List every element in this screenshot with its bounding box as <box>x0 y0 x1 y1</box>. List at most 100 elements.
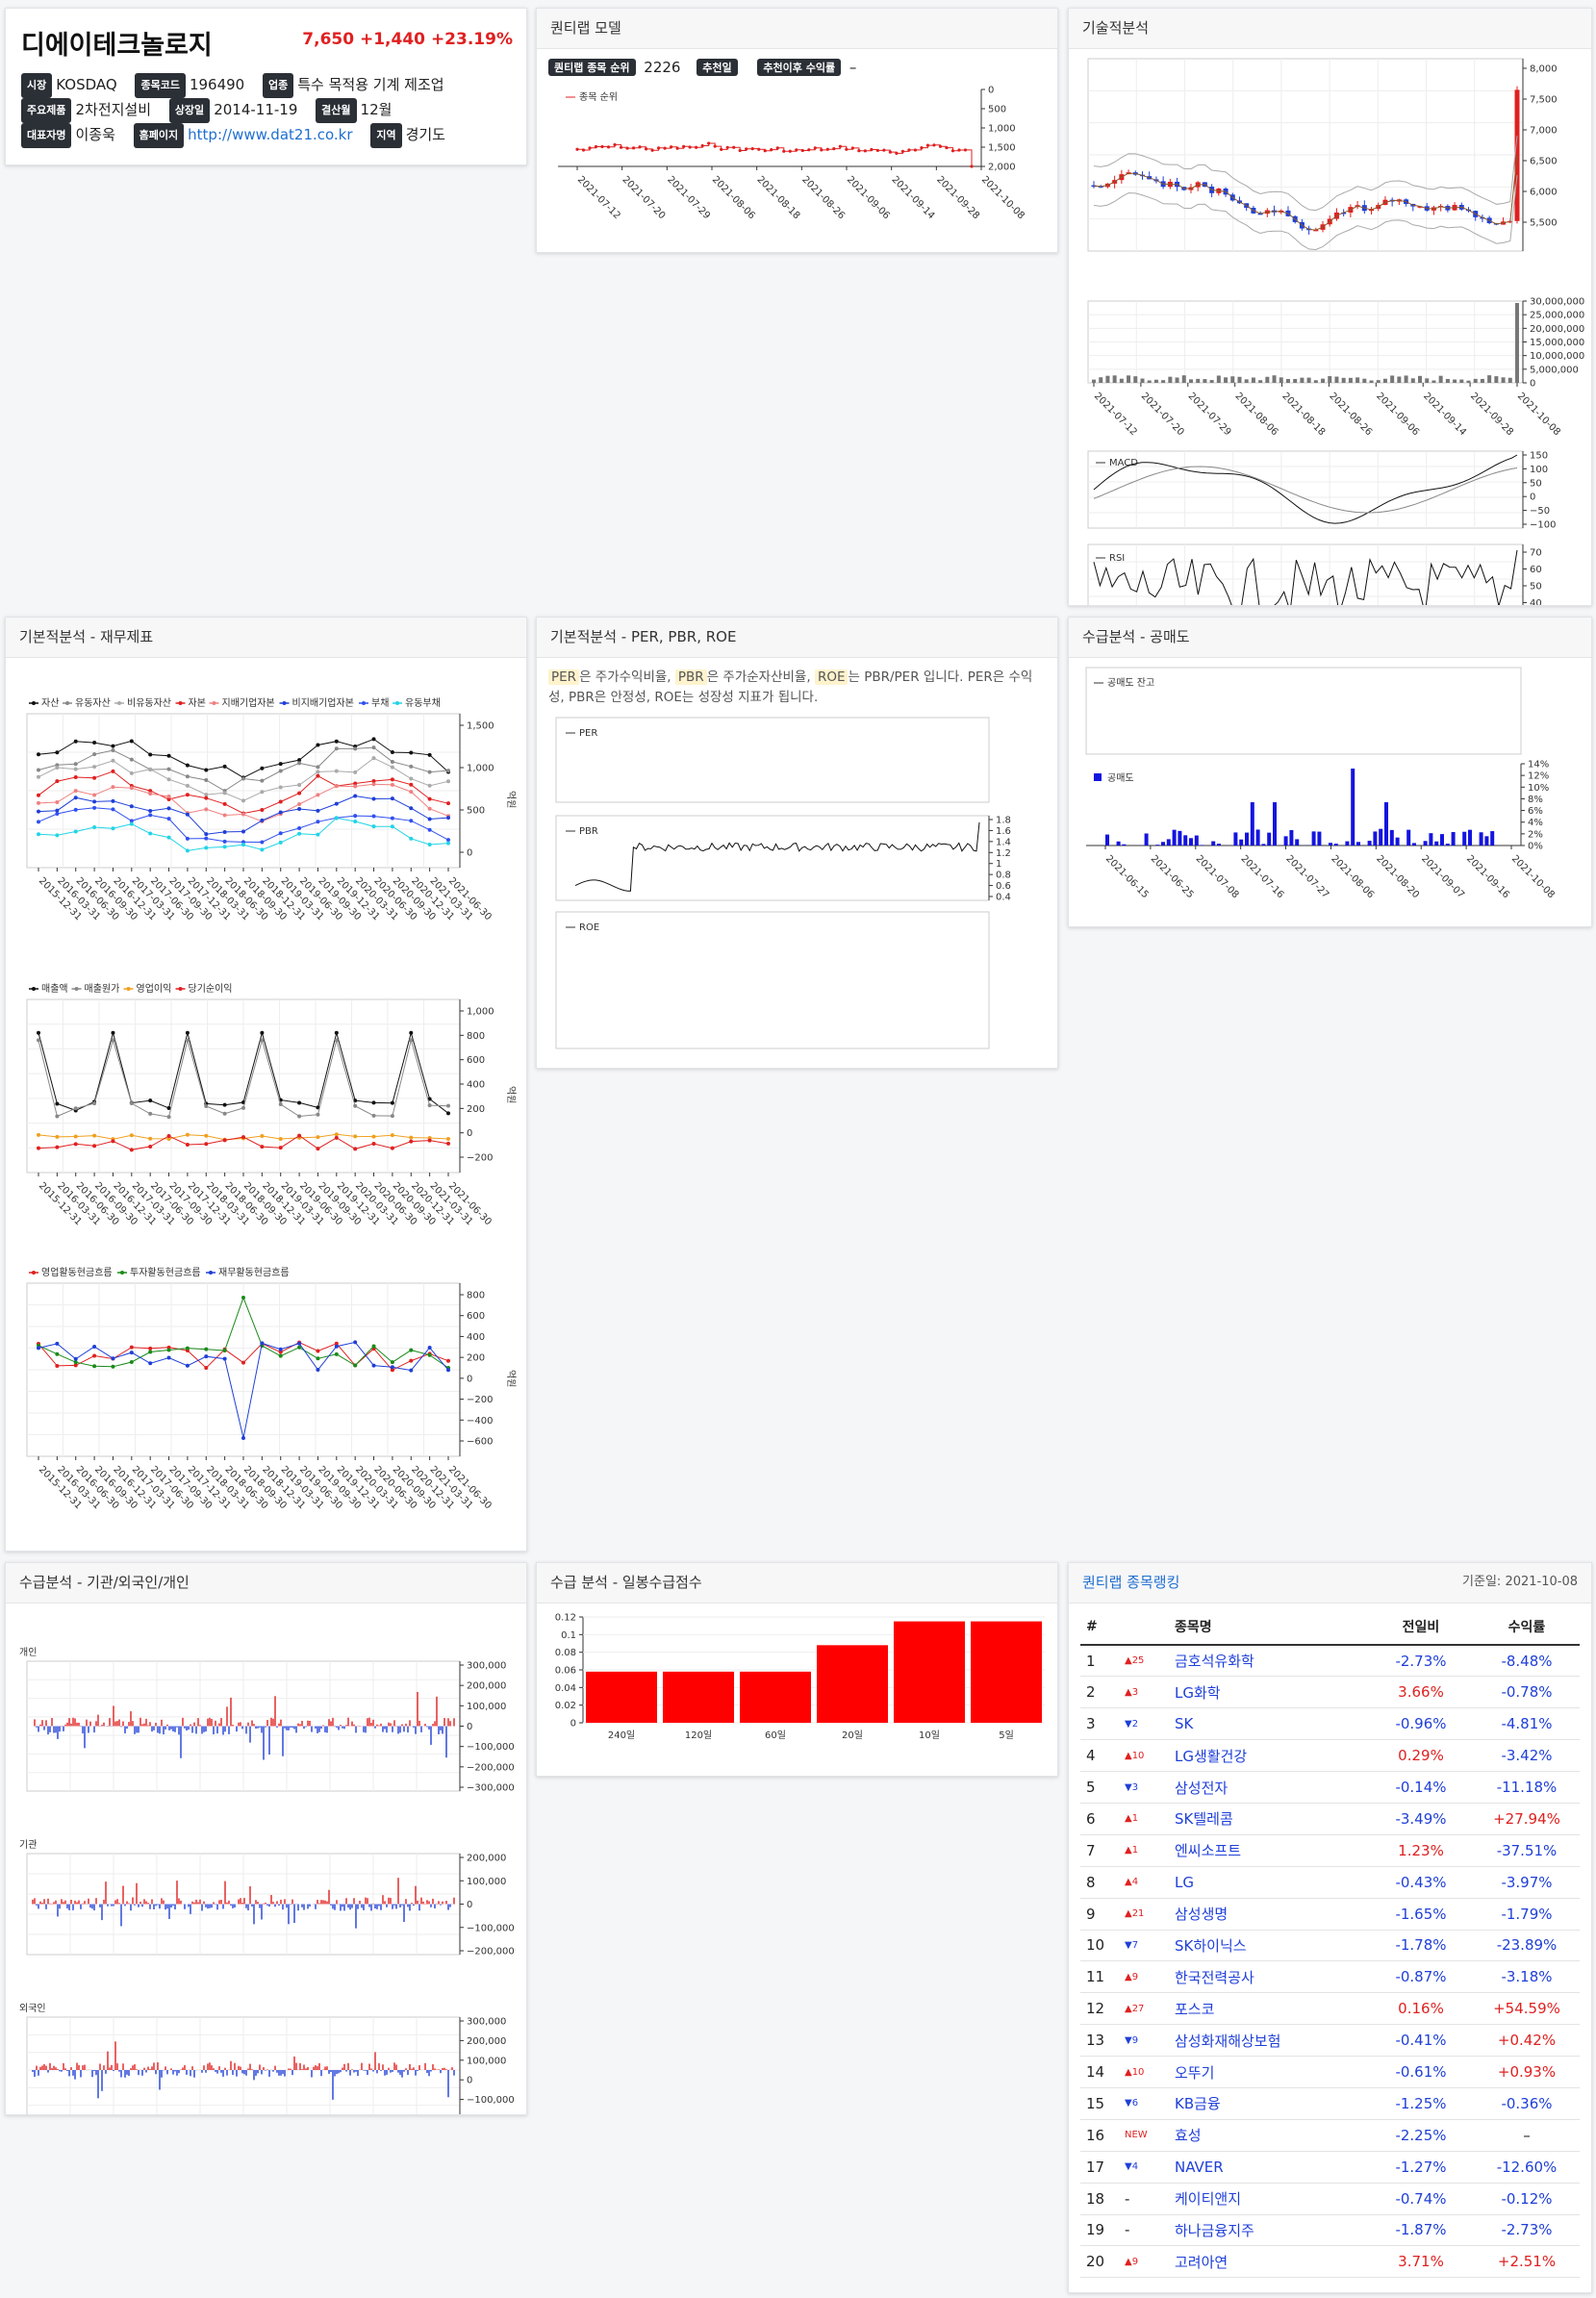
rank-point <box>770 148 773 152</box>
fin-point <box>37 1346 40 1351</box>
ranking-row[interactable]: 5 ▼3 삼성전자 -0.14% -11.18% <box>1080 1771 1580 1804</box>
fin-point <box>371 814 376 819</box>
ranking-row[interactable]: 11 ▲9 한국전력공사 -0.87% -3.18% <box>1080 1960 1580 1994</box>
x-tick-label: 2021-10-08 <box>1515 391 1562 438</box>
fin-point <box>166 796 171 801</box>
technical-card: 기술적분석 8,000 7,500 7,000 6,500 6,000 5,500 30,0… <box>1068 8 1592 606</box>
rank-number: 4 <box>1080 1739 1119 1773</box>
fin-point <box>111 785 115 790</box>
ranking-base-date: 기준일: 2021-10-08 <box>1462 1575 1578 1589</box>
rank-point <box>625 146 629 150</box>
fin-point <box>73 1360 78 1365</box>
ranking-row[interactable]: 9 ▲21 삼성생명 -1.65% -1.79% <box>1080 1898 1580 1931</box>
ranking-row[interactable]: 7 ▲1 엔씨소프트 1.23% -37.51% <box>1080 1834 1580 1867</box>
fin-point <box>185 783 190 788</box>
roe-desc: 는 PBR/PER 입니다. PER은 수익성, PBR은 안정성, ROE는 … <box>548 669 1033 705</box>
ranking-row[interactable]: 10 ▼7 SK하이닉스 -1.78% -23.89% <box>1080 1930 1580 1962</box>
short-bar <box>1217 844 1221 846</box>
short-bar <box>1283 836 1288 846</box>
stock-name-link[interactable]: 효성 <box>1169 2119 1368 2152</box>
volume-bar <box>1127 375 1131 383</box>
fin-point <box>297 758 302 763</box>
stock-name-link[interactable]: LG화학 <box>1169 1676 1368 1709</box>
stock-name-link[interactable]: 삼성생명 <box>1169 1898 1368 1931</box>
ranking-row[interactable]: 17 ▼4 NAVER -1.27% -12.60% <box>1080 2151 1580 2184</box>
rank-point <box>575 147 579 151</box>
fin-point <box>278 1353 283 1358</box>
fin-point <box>111 747 115 752</box>
fin-point <box>446 801 450 806</box>
rank-point <box>763 149 767 153</box>
fin-point <box>353 1340 358 1345</box>
ranking-row[interactable]: 3 ▼2 SK -0.96% -4.81% <box>1080 1707 1580 1741</box>
homepage-tag: 홈페이지 <box>133 123 185 148</box>
fin-point <box>260 1133 265 1138</box>
ratio-frame <box>555 717 990 803</box>
fin-point <box>278 840 283 845</box>
stock-name-link[interactable]: KB금융 <box>1169 2087 1368 2120</box>
stock-name-link[interactable]: 엔씨소프트 <box>1169 1834 1368 1867</box>
rank-point <box>832 146 836 151</box>
ranking-row[interactable]: 8 ▲4 LG -0.43% -3.97% <box>1080 1866 1580 1899</box>
ranking-row[interactable]: 13 ▼9 삼성화재해상보험 -0.41% +0.42% <box>1080 2024 1580 2058</box>
rank-change: ▼2 <box>1119 1707 1169 1741</box>
fin-point <box>148 1098 153 1103</box>
fin-point <box>409 750 414 755</box>
ranking-row[interactable]: 6 ▲1 SK텔레콤 -3.49% +27.94% <box>1080 1803 1580 1835</box>
stock-name-link[interactable]: 오뚜기 <box>1169 2056 1368 2088</box>
y-tick-label: 1.2 <box>996 848 1011 859</box>
volume-bar <box>1300 377 1305 383</box>
ranking-row[interactable]: 19- 하나금융지주 -1.87% -2.73% <box>1080 2214 1580 2247</box>
fin-point <box>129 804 134 809</box>
rank-point <box>838 144 842 148</box>
y-tick-label: 8% <box>1528 795 1543 805</box>
x-tick-label: 10일 <box>919 1730 940 1741</box>
fin-point <box>297 1341 302 1346</box>
fin-point <box>241 829 245 834</box>
stock-name-link[interactable]: 포스코 <box>1169 1992 1368 2026</box>
stock-name-link[interactable]: 삼성전자 <box>1169 1771 1368 1804</box>
ranking-row[interactable]: 12 ▲27 포스코 0.16% +54.59% <box>1080 1992 1580 2026</box>
ranking-title[interactable]: 퀀티랩 종목랭킹 <box>1082 1574 1180 1591</box>
rank-point <box>713 144 717 148</box>
short-bar <box>1367 841 1372 846</box>
stock-name-link[interactable]: LG <box>1169 1866 1368 1899</box>
fin-point <box>111 1139 115 1144</box>
return-value: -2.73% <box>1474 2214 1580 2247</box>
x-tick-label: 2021-07-20 <box>1139 391 1186 438</box>
volume-bar <box>1175 377 1179 383</box>
y-tick-label: 0 <box>467 1374 472 1384</box>
homepage-link[interactable]: http://www.dat21.co.kr <box>188 126 353 143</box>
stock-name-link[interactable]: LG생활건강 <box>1169 1739 1368 1773</box>
ranking-row[interactable]: 18- 케이티앤지 -0.74% -0.12% <box>1080 2183 1580 2215</box>
day-change: -1.25% <box>1368 2087 1474 2120</box>
stock-name-link[interactable]: 하나금융지주 <box>1169 2214 1368 2247</box>
rank-change: ▼4 <box>1119 2151 1169 2184</box>
stock-name-link[interactable]: 금호석유화학 <box>1169 1645 1368 1678</box>
ranking-row[interactable]: 14 ▲10 오뚜기 -0.61% +0.93% <box>1080 2056 1580 2088</box>
stock-name-link[interactable]: 케이티앤지 <box>1169 2183 1368 2215</box>
ranking-row[interactable]: 1 ▲25 금호석유화학 -2.73% -8.48% <box>1080 1645 1580 1678</box>
fin-point <box>222 764 227 769</box>
stock-name-link[interactable]: SK텔레콤 <box>1169 1803 1368 1835</box>
x-tick-label: 2021-07-16 <box>1239 853 1286 900</box>
fin-point <box>278 799 283 804</box>
ranking-row[interactable]: 15 ▼6 KB금융 -1.25% -0.36% <box>1080 2087 1580 2120</box>
y-tick-label: 0.8 <box>996 871 1011 881</box>
fin-point <box>37 832 40 837</box>
stock-name-link[interactable]: SK <box>1169 1707 1368 1741</box>
volume-bar <box>1376 380 1381 383</box>
stock-name-link[interactable]: 삼성화재해상보험 <box>1169 2024 1368 2058</box>
rank-point <box>720 147 723 152</box>
legend-label: 재무활동현금흐름 <box>218 1266 290 1278</box>
stock-name-link[interactable]: 고려아연 <box>1169 2245 1368 2279</box>
ranking-row[interactable]: 2 ▲3 LG화학 3.66% -0.78% <box>1080 1676 1580 1709</box>
ranking-row[interactable]: 4 ▲10 LG생활건강 0.29% -3.42% <box>1080 1739 1580 1773</box>
stock-name-link[interactable]: NAVER <box>1169 2151 1368 2184</box>
volume-bar <box>1515 303 1519 383</box>
ranking-row[interactable]: 20 ▲9 고려아연 3.71% +2.51% <box>1080 2245 1580 2279</box>
stock-name-link[interactable]: 한국전력공사 <box>1169 1960 1368 1994</box>
rank-change: NEW <box>1119 2119 1169 2152</box>
ranking-row[interactable]: 16 NEW 효성 -2.25% – <box>1080 2119 1580 2152</box>
stock-name-link[interactable]: SK하이닉스 <box>1169 1930 1368 1962</box>
